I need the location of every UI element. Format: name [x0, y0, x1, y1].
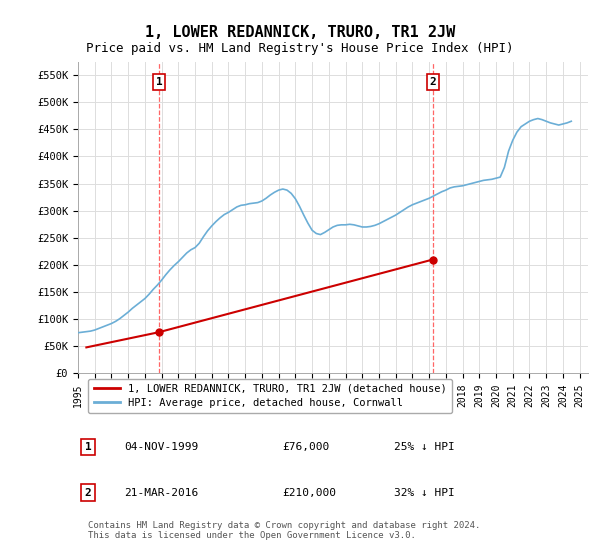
- Text: Contains HM Land Registry data © Crown copyright and database right 2024.
This d: Contains HM Land Registry data © Crown c…: [88, 521, 481, 540]
- Text: £76,000: £76,000: [282, 442, 329, 452]
- Text: Price paid vs. HM Land Registry's House Price Index (HPI): Price paid vs. HM Land Registry's House …: [86, 42, 514, 55]
- Text: £210,000: £210,000: [282, 488, 336, 498]
- Text: 21-MAR-2016: 21-MAR-2016: [124, 488, 198, 498]
- Text: 2: 2: [430, 77, 436, 87]
- Text: 1: 1: [85, 442, 92, 452]
- Text: 04-NOV-1999: 04-NOV-1999: [124, 442, 198, 452]
- Legend: 1, LOWER REDANNICK, TRURO, TR1 2JW (detached house), HPI: Average price, detache: 1, LOWER REDANNICK, TRURO, TR1 2JW (deta…: [88, 379, 452, 413]
- Text: 1, LOWER REDANNICK, TRURO, TR1 2JW: 1, LOWER REDANNICK, TRURO, TR1 2JW: [145, 25, 455, 40]
- Text: 2: 2: [85, 488, 92, 498]
- Text: 25% ↓ HPI: 25% ↓ HPI: [394, 442, 455, 452]
- Text: 1: 1: [155, 77, 163, 87]
- Text: 32% ↓ HPI: 32% ↓ HPI: [394, 488, 455, 498]
